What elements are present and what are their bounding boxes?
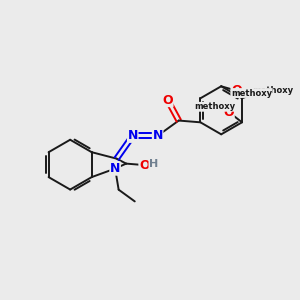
Text: O: O: [162, 94, 173, 106]
Text: H: H: [149, 160, 158, 170]
Text: O: O: [252, 86, 262, 99]
Text: O: O: [139, 159, 150, 172]
Text: N: N: [110, 162, 120, 175]
Text: methoxy: methoxy: [194, 102, 235, 111]
Text: methoxy: methoxy: [252, 85, 293, 94]
Text: N: N: [152, 129, 163, 142]
Text: methoxy: methoxy: [231, 88, 272, 98]
Text: O: O: [224, 106, 234, 118]
Text: N: N: [128, 129, 138, 142]
Text: O: O: [231, 84, 242, 97]
